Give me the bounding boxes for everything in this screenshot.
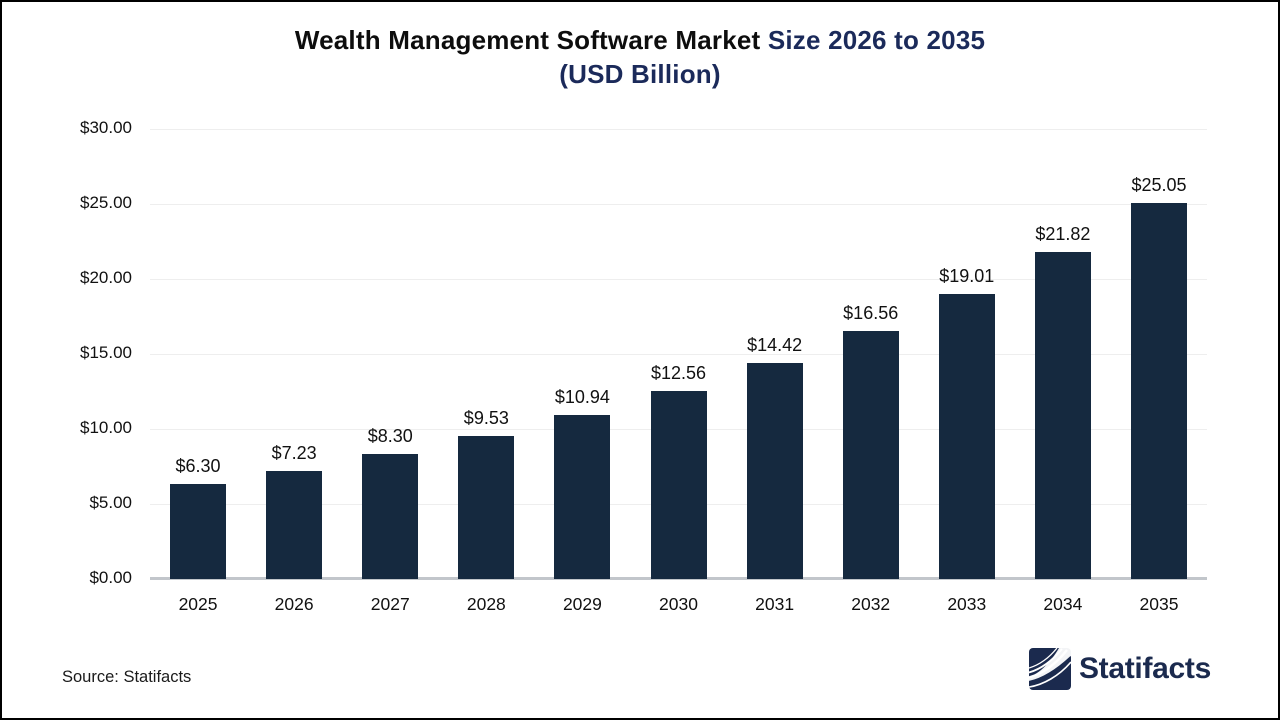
brand-name: Statifacts bbox=[1078, 652, 1211, 685]
y-tick-label: $5.00 bbox=[89, 493, 132, 512]
x-tick-label: 2035 bbox=[1139, 594, 1179, 614]
y-tick-label: $20.00 bbox=[80, 268, 132, 287]
y-tick-label: $10.00 bbox=[80, 418, 132, 437]
bar-2034 bbox=[1034, 252, 1091, 579]
y-tick-label: $30.00 bbox=[80, 118, 132, 137]
statifacts-wave-icon bbox=[1028, 648, 1071, 690]
x-tick-label: 2034 bbox=[1043, 594, 1083, 614]
bar-2027 bbox=[362, 454, 419, 579]
chart-title-range: Size 2026 to 2035 bbox=[760, 25, 986, 55]
bar-column-2025: $6.30 bbox=[150, 129, 246, 579]
bar-column-2035: $25.05 bbox=[1111, 129, 1207, 579]
bar-column-2030: $12.56 bbox=[630, 129, 726, 579]
gridline bbox=[150, 354, 1207, 355]
y-axis: $30.00 $25.00 $20.00 $15.00 $10.00 $5.00 $0.00 bbox=[38, 118, 132, 587]
bar-value-label: $10.94 bbox=[554, 387, 610, 407]
bar-value-label: $6.30 bbox=[175, 456, 221, 476]
chart-title: Wealth Management Software Market Size 2… bbox=[2, 23, 1278, 91]
x-tick-label: 2032 bbox=[851, 594, 891, 614]
bar-value-label: $12.56 bbox=[650, 363, 707, 383]
bar-2033 bbox=[938, 294, 995, 579]
bar-column-2028: $9.53 bbox=[438, 129, 534, 579]
bar-2025 bbox=[170, 484, 227, 579]
chart-title-line1: Wealth Management Software Market Size 2… bbox=[2, 23, 1278, 57]
bar-2035 bbox=[1130, 203, 1187, 579]
bar-value-label: $16.56 bbox=[843, 303, 899, 323]
bar-2026 bbox=[266, 471, 323, 579]
bar-column-2027: $8.30 bbox=[342, 129, 438, 579]
bar-value-label: $14.42 bbox=[747, 335, 803, 355]
gridline bbox=[150, 204, 1207, 205]
bar-value-label: $19.01 bbox=[939, 266, 995, 286]
bar-column-2032: $16.56 bbox=[823, 129, 919, 579]
bar-value-label: $9.53 bbox=[463, 408, 509, 428]
x-tick-label: 2025 bbox=[178, 594, 218, 614]
bar-column-2026: $7.23 bbox=[246, 129, 342, 579]
bar-2031 bbox=[746, 363, 803, 579]
bar-value-label: $21.82 bbox=[1035, 224, 1091, 244]
bar-column-2034: $21.82 bbox=[1015, 129, 1111, 579]
y-tick-label: $25.00 bbox=[80, 193, 132, 212]
chart-title-main: Wealth Management Software Market bbox=[294, 25, 761, 55]
bar-value-label: $8.30 bbox=[367, 426, 413, 446]
x-tick-label: 2027 bbox=[370, 594, 410, 614]
y-tick-label: $0.00 bbox=[89, 568, 132, 587]
x-tick-label: 2028 bbox=[466, 594, 506, 614]
bar-value-label: $7.23 bbox=[271, 443, 317, 463]
x-tick-label: 2033 bbox=[947, 594, 987, 614]
bar-column-2033: $19.01 bbox=[919, 129, 1015, 579]
x-axis: 2025 2026 2027 2028 2029 2030 2031 2032 2033 2034… bbox=[150, 594, 1207, 615]
bar-column-2031: $14.42 bbox=[727, 129, 823, 579]
bar-2028 bbox=[458, 436, 515, 579]
x-tick-label: 2030 bbox=[659, 594, 698, 614]
bar-2032 bbox=[842, 331, 899, 579]
x-tick-label: 2031 bbox=[755, 594, 795, 614]
x-tick-label: 2029 bbox=[562, 594, 602, 614]
y-tick-label: $15.00 bbox=[80, 343, 132, 362]
bar-value-label: $25.05 bbox=[1131, 175, 1187, 195]
bar-column-2029: $10.94 bbox=[534, 129, 630, 579]
bar-series: $6.30 $7.23 $8.30 $9.53 $10.94 $12.56 $14.42 $1… bbox=[150, 129, 1207, 579]
bar-2030 bbox=[650, 391, 707, 579]
chart-title-units: (USD Billion) bbox=[559, 59, 721, 89]
source-label: Source: Statifacts bbox=[62, 668, 192, 686]
gridline bbox=[150, 279, 1207, 280]
x-tick-label: 2026 bbox=[274, 594, 314, 614]
brand-logo: Statifacts bbox=[1028, 648, 1211, 690]
plot-area: $6.30 $7.23 $8.30 $9.53 $10.94 $12.56 $14.42 $1… bbox=[150, 129, 1207, 580]
gridline bbox=[150, 129, 1207, 130]
bar-2029 bbox=[554, 415, 611, 579]
